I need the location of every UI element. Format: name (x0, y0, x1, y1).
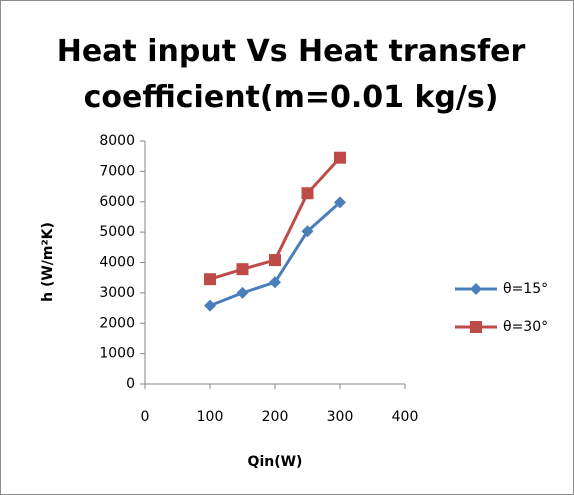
data-point (204, 273, 216, 286)
legend-label: θ=30° (503, 319, 548, 335)
data-point (236, 286, 249, 299)
y-tick-label: 6000 (99, 194, 135, 210)
chart-title: Heat input Vs Heat transfer coefficient(… (56, 34, 526, 115)
series-line (209, 201, 341, 308)
y-tick-label: 3000 (99, 285, 135, 301)
y-tick-label: 1000 (99, 346, 135, 362)
data-point (269, 254, 281, 267)
data-point (301, 225, 314, 238)
legend-label: θ=15° (503, 281, 548, 297)
data-point (204, 299, 216, 312)
y-tick-label: 5000 (99, 224, 135, 240)
y-tick-label: 2000 (99, 315, 135, 331)
data-point (236, 263, 249, 276)
y-tick-label: 8000 (99, 133, 135, 149)
legend-marker (470, 283, 482, 295)
y-tick-label: 4000 (99, 255, 135, 271)
x-tick-label: 300 (327, 409, 354, 425)
y-axis-label: h (W/m²K) (40, 222, 56, 302)
data-point (334, 151, 346, 164)
legend-marker (470, 321, 482, 333)
data-point (334, 196, 346, 209)
x-axis-label: Qin(W) (248, 454, 303, 470)
y-tick-label: 7000 (99, 163, 135, 179)
x-tick-label: 0 (141, 409, 150, 425)
x-tick-label: 200 (262, 409, 289, 425)
x-tick-label: 400 (392, 409, 419, 425)
data-point (269, 276, 281, 289)
y-tick-label: 0 (126, 376, 135, 392)
data-point (301, 187, 314, 200)
x-tick-label: 100 (197, 409, 224, 425)
